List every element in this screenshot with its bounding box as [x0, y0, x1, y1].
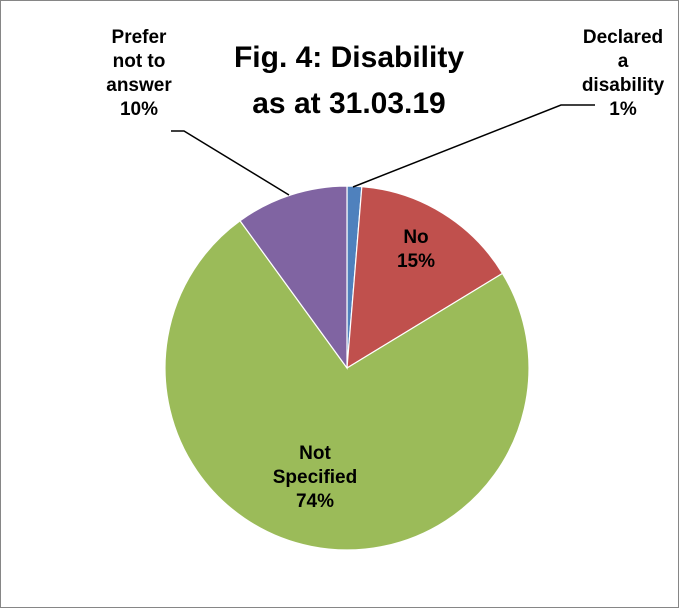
pie-slices [164, 185, 530, 551]
data-label-0: Declared a disability 1% [582, 27, 665, 120]
data-label-1: No 15% [397, 227, 435, 272]
pie-slice-1 [346, 185, 504, 370]
data-label-2: Not Specified 74% [273, 443, 357, 512]
data-label-3: Prefer not to answer 10% [106, 27, 172, 120]
leader-line-3 [171, 130, 290, 196]
pie-slice-2 [164, 219, 530, 551]
chart-title: Fig. 4: Disability [234, 41, 464, 74]
chart-subtitle: as at 31.03.19 [252, 87, 446, 120]
data-labels: Declared a disability 1% No 15% Not Specified 74… [106, 27, 664, 512]
leader-line-0 [352, 104, 595, 188]
leader-lines [171, 104, 595, 196]
pie-slice-3 [239, 185, 348, 370]
